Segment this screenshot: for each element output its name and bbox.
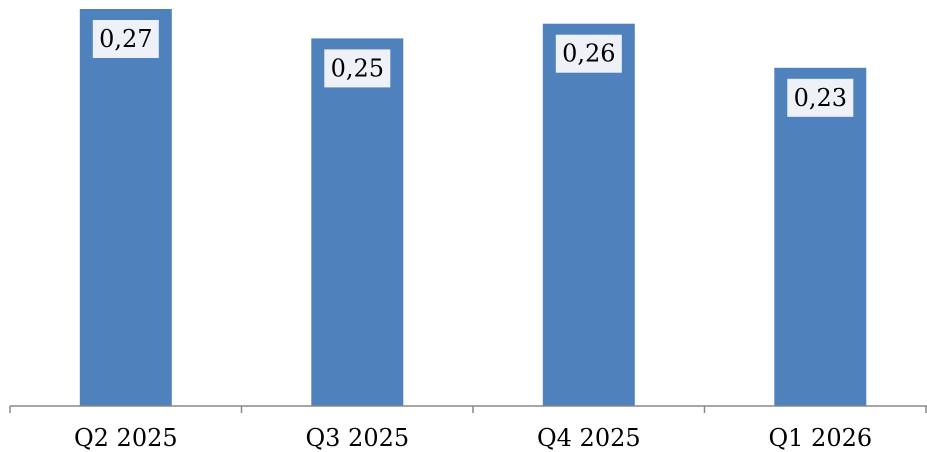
x-tick-label: Q4 2025: [537, 424, 641, 452]
bar-q4-2025: [542, 23, 635, 406]
data-label-box: [787, 78, 854, 117]
bar-q3-2025: [311, 38, 404, 407]
data-label: 0,23: [787, 78, 854, 117]
data-label: 0,27: [92, 20, 159, 58]
data-label: 0,25: [324, 49, 391, 88]
data-label-box: [324, 49, 391, 88]
data-labels-layer: 0,27 0,25 0,26 0,23: [92, 20, 854, 117]
x-tick-label: Q1 2026: [768, 424, 872, 452]
x-tick-labels: Q2 2025 Q3 2025 Q4 2025 Q1 2026: [74, 424, 872, 452]
x-tick-label: Q3 2025: [305, 424, 409, 452]
data-label-text: 0,27: [99, 25, 152, 53]
x-tick-label: Q2 2025: [74, 424, 178, 452]
bars-layer: [79, 9, 867, 407]
bar-q1-2026: [774, 67, 867, 407]
x-axis: [9, 405, 927, 413]
data-label-text: 0,26: [562, 40, 615, 68]
bar-q2-2025: [79, 9, 172, 406]
data-label-text: 0,23: [794, 84, 847, 112]
data-label: 0,26: [555, 34, 622, 73]
data-label-box: [555, 34, 622, 73]
data-label-box: [92, 20, 159, 58]
data-label-text: 0,25: [331, 54, 384, 82]
